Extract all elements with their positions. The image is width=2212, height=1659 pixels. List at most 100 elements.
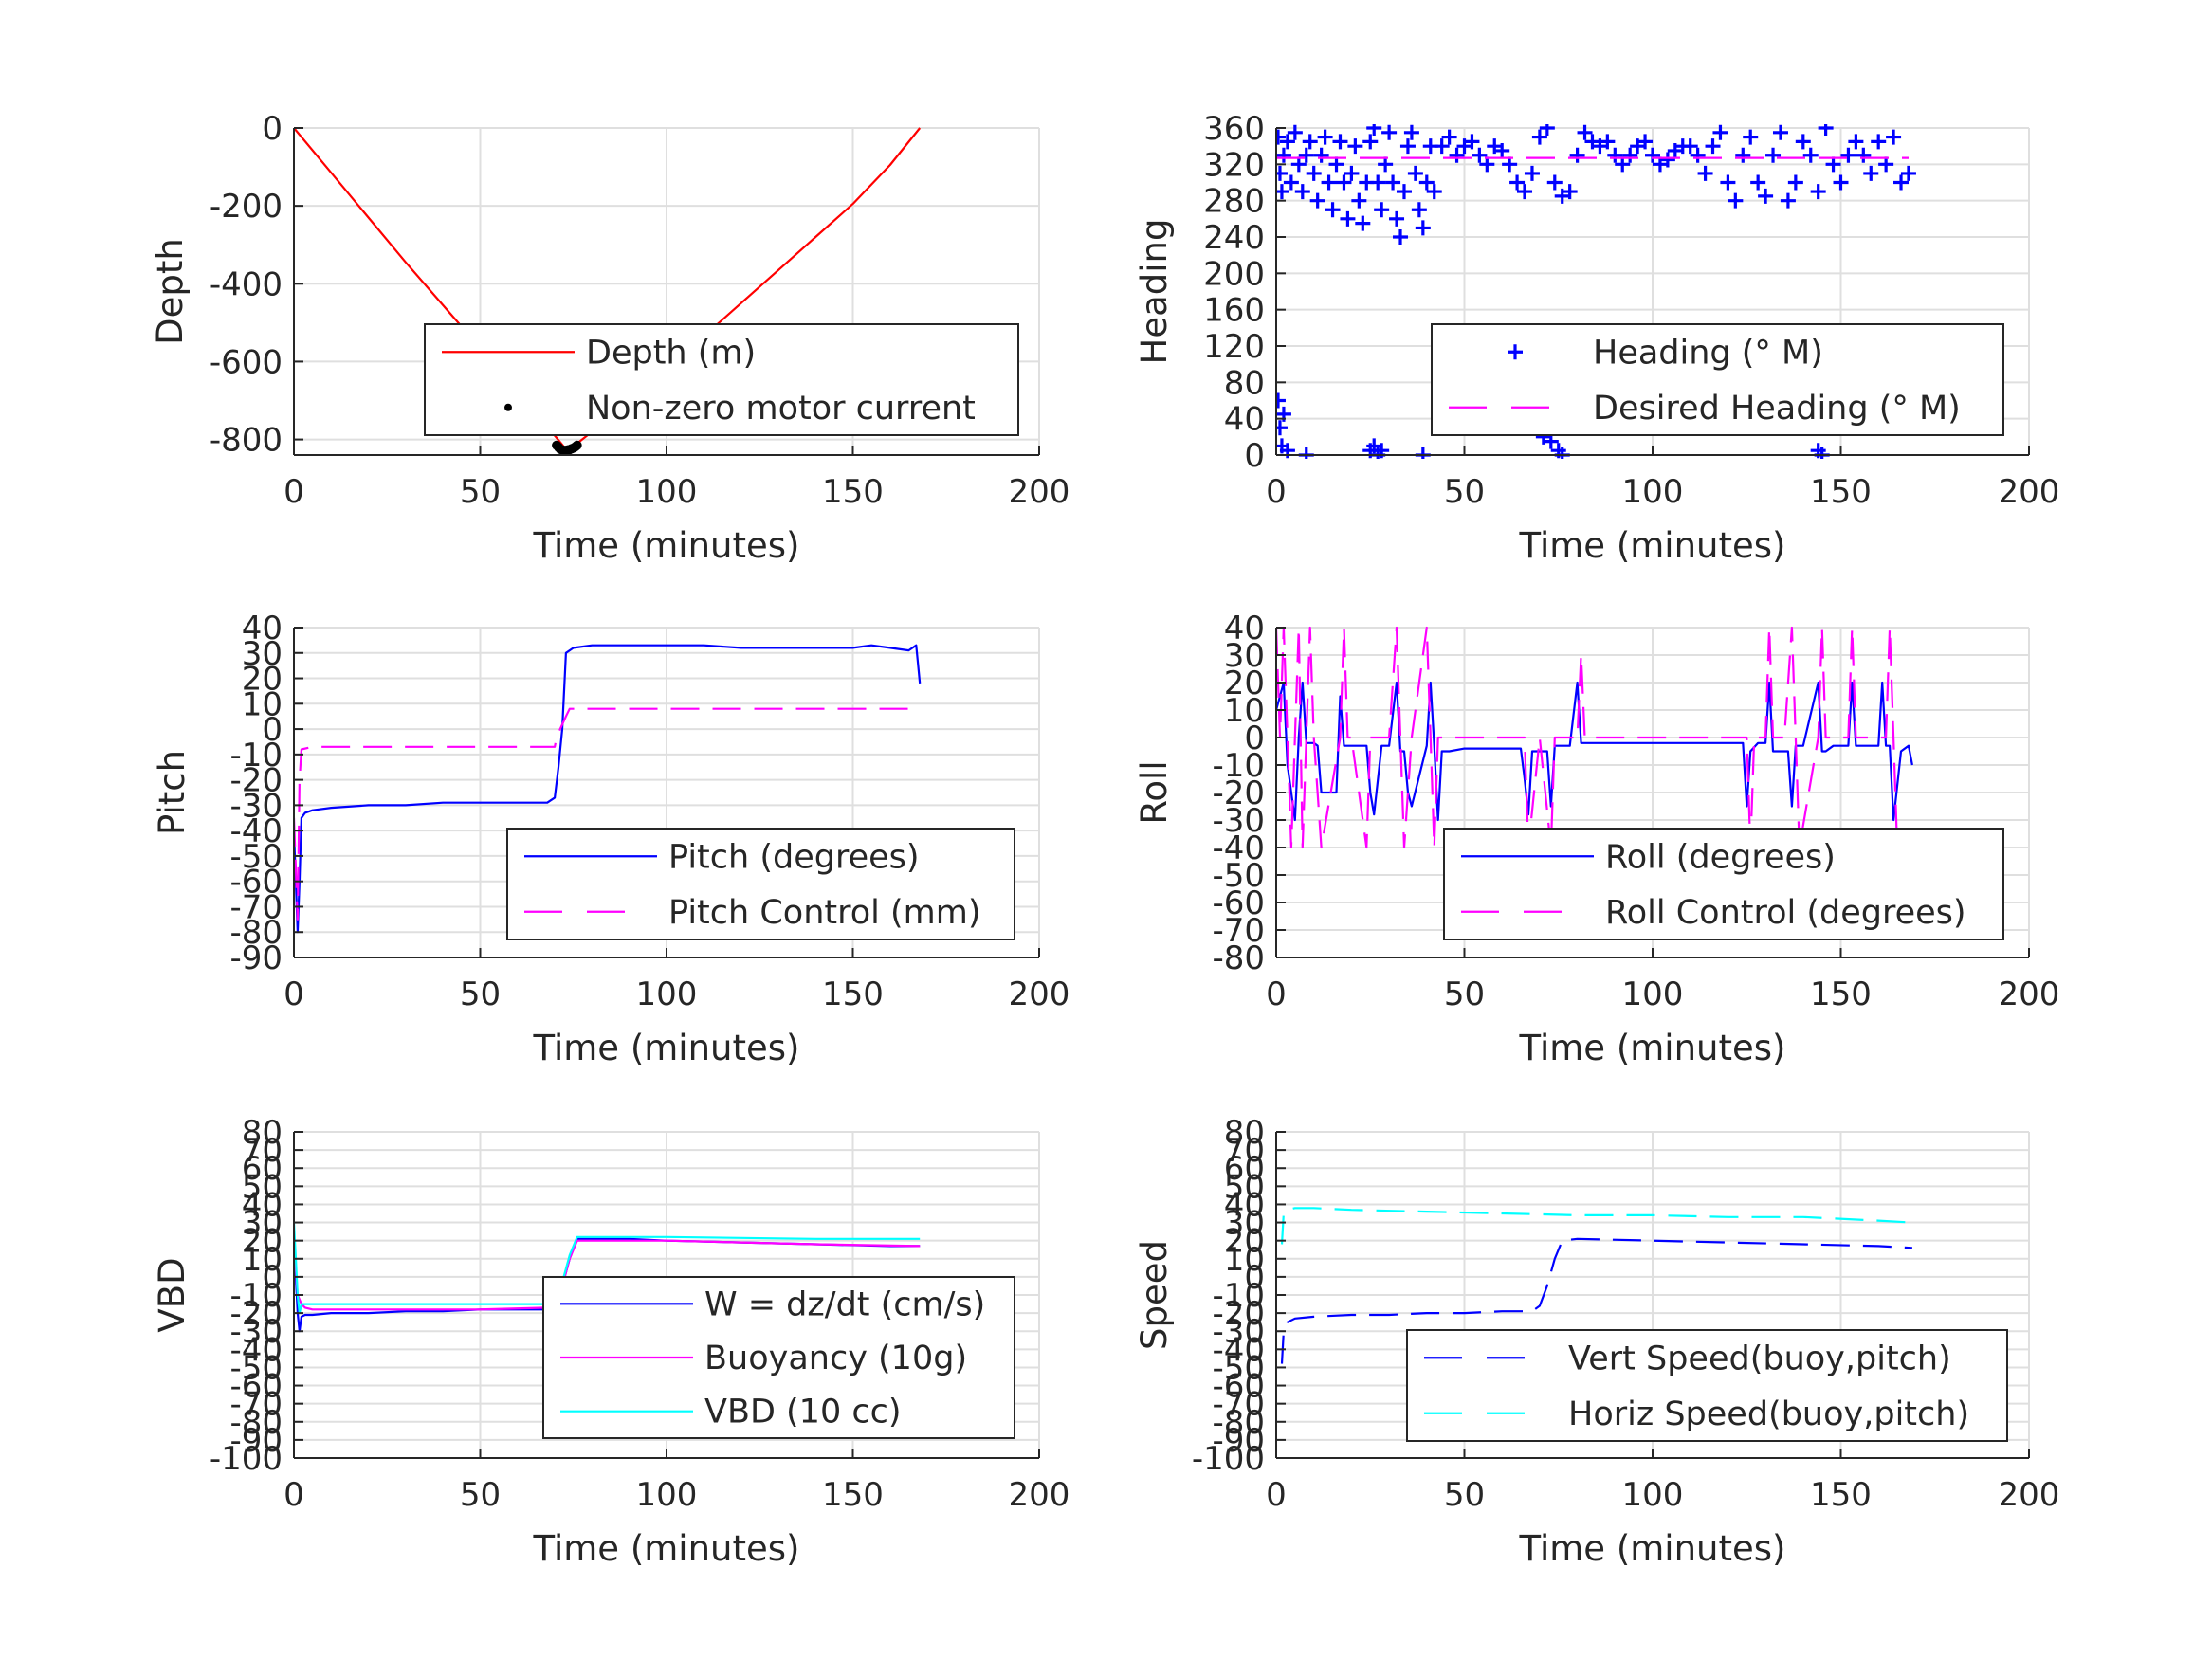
roll-y-tick-label: -40 (1212, 830, 1265, 867)
heading-point (1871, 134, 1887, 150)
depth-y-tick-label: -200 (210, 188, 283, 226)
heading-point (1276, 165, 1288, 181)
heading-point (1825, 156, 1841, 173)
heading-point (1298, 147, 1314, 163)
roll-legend-label: Roll Control (degrees) (1605, 894, 1966, 932)
heading-y-tick-label: 280 (1203, 183, 1265, 221)
chart-vbd: 0 50 100 150 20080706050403020100-10-20-30-4… (152, 1114, 1069, 1569)
depth-y-tick-label: -800 (210, 422, 283, 460)
speed-y-axis-label: Speed (1134, 1240, 1175, 1350)
depth-y-tick-label: 0 (262, 110, 283, 148)
depth-x-axis-label: Time (minutes) (533, 525, 800, 566)
heading-point (1313, 147, 1329, 163)
speed-data (1280, 1207, 1912, 1364)
pitch-x-tick-label: 50 (460, 975, 501, 1013)
depth-legend-label: Non-zero motor current (586, 390, 976, 428)
vbd-x-axis-label: Time (minutes) (533, 1528, 800, 1569)
vbd-legend-label: VBD (10 cc) (704, 1394, 902, 1431)
speed-legend-box (1406, 1329, 2008, 1442)
speed-y-tick-label: 20 (1224, 1223, 1265, 1261)
heading-point (1411, 202, 1427, 218)
heading-point (1577, 124, 1593, 140)
heading-x-tick-label: 150 (1810, 473, 1872, 511)
pitch-legend-box (506, 828, 1015, 940)
pitch-y-tick-label: -30 (229, 787, 283, 825)
heading-legend-swatch (1508, 344, 1523, 360)
roll-legend: Roll (degrees) Roll Control (degrees) (1443, 828, 2004, 940)
heading-point (1818, 124, 1834, 136)
vbd-y-tick-label: 60 (242, 1150, 283, 1188)
roll-x-tick-label: 200 (1999, 975, 2060, 1013)
roll-y-tick-label: -70 (1212, 912, 1265, 950)
speed-x-tick-label: 150 (1810, 1476, 1872, 1514)
chart-roll: 0 50 100 150 200403020100-10-20-30-40-50-60-… (1134, 610, 2059, 1068)
depth-legend: Depth (m) Non-zero motor current (424, 323, 1019, 436)
heading-point (1294, 184, 1310, 200)
depth-data (294, 127, 922, 456)
heading-y-tick-label: 240 (1203, 219, 1265, 257)
heading-point (1366, 124, 1382, 136)
chart-pitch: 0 50 100 150 200403020100-10-20-30-40-50-60-… (152, 610, 1069, 1068)
depth-y-axis-label: Depth (150, 238, 191, 345)
roll-y-tick-label: -10 (1212, 747, 1265, 785)
heading-x-axis-label: Time (minutes) (1519, 525, 1786, 566)
depth-legend-swatch (504, 403, 512, 411)
heading-y-tick-label: 320 (1203, 146, 1265, 184)
speed-series-1 (1280, 1207, 1912, 1245)
speed-y-tick-label: 60 (1224, 1150, 1265, 1188)
speed-y-tick-label: -10 (1212, 1277, 1265, 1315)
speed-y-tick-label: -40 (1212, 1331, 1265, 1369)
heading-point (1743, 129, 1759, 145)
speed-legend: Vert Speed(buoy,pitch) Horiz Speed(buoy,p… (1406, 1329, 2008, 1442)
speed-x-tick-label: 200 (1999, 1476, 2060, 1514)
speed-y-tick-label: -100 (1192, 1440, 1265, 1478)
pitch-x-tick-label: 200 (1009, 975, 1070, 1013)
heading-point (1780, 192, 1796, 209)
pitch-series-0 (294, 644, 922, 934)
heading-point (1569, 147, 1585, 163)
depth-series-0 (294, 127, 922, 450)
heading-legend-box (1431, 323, 2004, 436)
chart-speed: 0 50 100 150 20080706050403020100-10-20-30-4… (1134, 1114, 2059, 1569)
heading-point (1509, 174, 1526, 191)
heading-point (1900, 165, 1916, 181)
pitch-y-axis-label: Pitch (152, 750, 192, 835)
pitch-y-tick-label: 0 (262, 711, 283, 749)
heading-point (1344, 165, 1360, 181)
speed-y-tick-label: -70 (1212, 1386, 1265, 1424)
roll-y-tick-label: 30 (1224, 637, 1265, 675)
pitch-y-tick-label: -40 (229, 812, 283, 850)
roll-x-axis-label: Time (minutes) (1519, 1028, 1786, 1068)
heading-point (1434, 138, 1450, 155)
heading-point (1750, 174, 1766, 191)
heading-point (1415, 220, 1431, 236)
depth-x-tick-label: 150 (822, 473, 884, 511)
heading-point (1810, 184, 1826, 200)
roll-x-tick-label: 0 (1266, 975, 1287, 1013)
roll-x-tick-label: 150 (1810, 975, 1872, 1013)
pitch-x-tick-label: 150 (822, 975, 884, 1013)
roll-y-tick-label: -50 (1212, 857, 1265, 895)
vbd-y-tick-label: 20 (242, 1223, 283, 1261)
heading-point (1399, 138, 1416, 155)
vbd-y-axis-label: VBD (152, 1257, 192, 1332)
heading-y-tick-label: 360 (1203, 110, 1265, 148)
pitch-legend: Pitch (degrees) Pitch Control (mm) (506, 828, 1015, 940)
speed-y-tick-label: 0 (1244, 1259, 1265, 1297)
vbd-y-tick-label: -80 (229, 1404, 283, 1442)
speed-y-tick-label: -30 (1212, 1313, 1265, 1351)
heading-point (1407, 165, 1423, 181)
heading-point (1351, 192, 1367, 209)
heading-point (1321, 174, 1337, 191)
heading-point (1317, 129, 1333, 145)
heading-point (1276, 420, 1288, 436)
heading-point (1287, 124, 1303, 140)
heading-point (1389, 210, 1405, 227)
roll-y-tick-label: -60 (1212, 884, 1265, 922)
pitch-y-tick-label: -50 (229, 838, 283, 876)
heading-y-tick-label: 160 (1203, 292, 1265, 330)
depth-y-tick-label: -600 (210, 343, 283, 381)
vbd-x-tick-label: 150 (822, 1476, 884, 1514)
heading-point (1765, 147, 1782, 163)
